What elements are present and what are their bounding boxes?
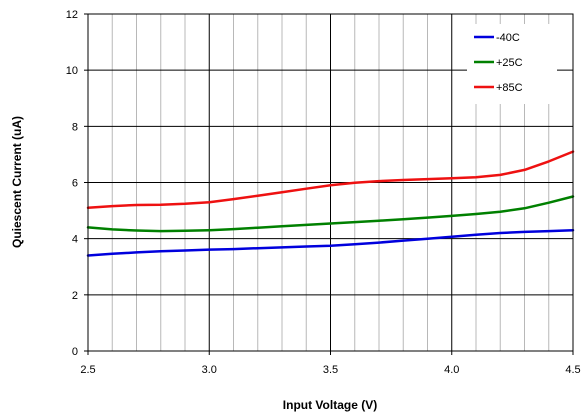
grid <box>88 14 573 351</box>
x-tick-label: 4.0 <box>444 364 459 376</box>
series-line <box>86 195 575 233</box>
series-line <box>86 228 575 257</box>
y-tick-label: 10 <box>66 65 78 77</box>
y-tick-label: 6 <box>72 178 78 190</box>
x-tick-label: 3.0 <box>202 364 217 376</box>
y-axis-title: Quiescent Current (uA) <box>10 116 24 248</box>
legend: -40C +25C +85C <box>467 24 557 104</box>
y-tick-label: 12 <box>66 9 78 21</box>
y-tick-label: 4 <box>72 234 78 246</box>
x-tick-label: 2.5 <box>80 364 95 376</box>
y-tick-label: 0 <box>72 346 78 358</box>
legend-label: -40C <box>496 32 520 44</box>
series-layer <box>86 150 575 257</box>
y-tick-label: 8 <box>72 121 78 133</box>
legend-label: +85C <box>496 82 523 94</box>
y-tick-label: 2 <box>72 290 78 302</box>
y-tick-labels: 0 2 4 6 8 10 12 <box>66 9 88 358</box>
x-tick-label: 4.5 <box>565 364 580 376</box>
x-axis-title: Input Voltage (V) <box>283 398 377 412</box>
series-line <box>86 150 575 210</box>
legend-label: +25C <box>496 57 523 69</box>
x-tick-label: 3.5 <box>323 364 338 376</box>
x-tick-labels: 2.5 3.0 3.5 4.0 4.5 <box>80 351 581 376</box>
